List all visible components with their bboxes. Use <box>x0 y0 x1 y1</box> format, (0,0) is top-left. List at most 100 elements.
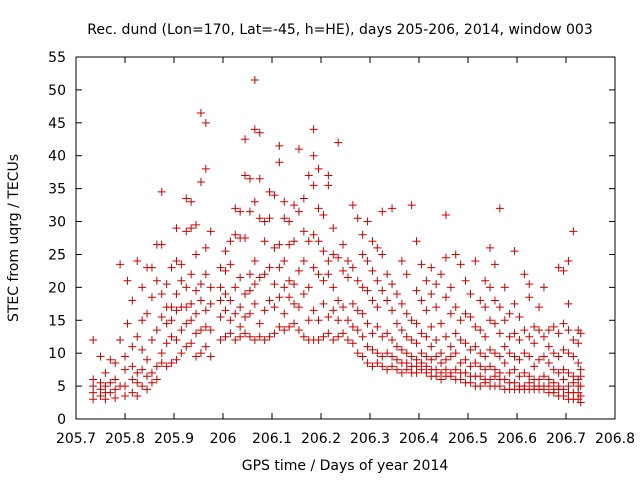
data-point-marker <box>392 342 401 351</box>
data-point-marker <box>294 266 303 275</box>
data-point-marker <box>373 359 382 368</box>
data-point-marker <box>343 336 352 345</box>
data-point-marker <box>280 197 289 206</box>
data-point-marker <box>368 266 377 275</box>
data-point-marker <box>329 306 338 315</box>
data-point-marker <box>402 349 411 358</box>
data-point-marker <box>530 322 539 331</box>
data-point-marker <box>368 362 377 371</box>
data-point-marker <box>437 270 446 279</box>
data-point-marker <box>172 257 181 266</box>
data-point-marker <box>270 243 279 252</box>
data-point-marker <box>187 299 196 308</box>
data-point-marker <box>451 303 460 312</box>
data-point-marker <box>226 316 235 325</box>
data-point-marker <box>255 128 264 137</box>
data-point-marker <box>520 270 529 279</box>
data-point-marker <box>236 273 245 282</box>
data-point-marker <box>324 257 333 266</box>
data-point-marker <box>525 332 534 341</box>
data-point-marker <box>299 194 308 203</box>
data-point-marker <box>280 309 289 318</box>
data-point-marker <box>111 359 120 368</box>
data-point-marker <box>319 247 328 256</box>
data-point-marker <box>329 283 338 292</box>
data-point-marker <box>89 375 98 384</box>
data-point-marker <box>486 345 495 354</box>
data-point-marker <box>111 375 120 384</box>
data-point-marker <box>196 349 205 358</box>
data-point-marker <box>456 336 465 345</box>
y-tick-label: 30 <box>48 215 66 231</box>
data-point-marker <box>167 303 176 312</box>
data-point-marker <box>260 270 269 279</box>
data-point-marker <box>270 329 279 338</box>
data-point-marker <box>147 263 156 272</box>
data-point-marker <box>147 378 156 387</box>
data-point-marker <box>574 339 583 348</box>
x-tick-label: 205.9 <box>154 431 194 447</box>
data-point-marker <box>275 322 284 331</box>
data-point-marker <box>152 276 161 285</box>
data-point-marker <box>495 352 504 361</box>
data-point-marker <box>353 306 362 315</box>
data-point-marker <box>128 388 137 397</box>
data-point-marker <box>250 76 259 85</box>
data-point-marker <box>486 316 495 325</box>
data-point-marker <box>162 280 171 289</box>
plot-area <box>75 56 616 420</box>
data-point-marker <box>510 378 519 387</box>
data-point-marker <box>201 118 210 127</box>
data-point-marker <box>461 339 470 348</box>
data-point-marker <box>476 362 485 371</box>
y-tick-label: 40 <box>48 149 66 165</box>
data-point-marker <box>554 263 563 272</box>
data-point-marker <box>417 349 426 358</box>
data-point-marker <box>250 280 259 289</box>
data-point-marker <box>294 303 303 312</box>
data-point-marker <box>147 336 156 345</box>
data-point-marker <box>373 303 382 312</box>
data-point-marker <box>172 336 181 345</box>
data-point-marker <box>226 296 235 305</box>
data-point-marker <box>304 316 313 325</box>
data-point-marker <box>290 299 299 308</box>
data-point-marker <box>505 332 514 341</box>
data-point-marker <box>358 352 367 361</box>
data-point-marker <box>456 260 465 269</box>
data-point-marker <box>348 263 357 272</box>
data-point-marker <box>143 372 152 381</box>
data-point-marker <box>515 355 524 364</box>
data-point-marker <box>437 368 446 377</box>
data-point-marker <box>535 375 544 384</box>
x-axis: 205.7 205.8 205.9 206 206.1 206.2 206.3 206.4 20… <box>56 57 635 447</box>
data-point-marker <box>270 280 279 289</box>
data-point-marker <box>152 326 161 335</box>
x-tick-label: 206.3 <box>350 431 390 447</box>
data-point-marker <box>466 312 475 321</box>
data-point-marker <box>539 332 548 341</box>
data-point-marker <box>490 260 499 269</box>
data-point-marker <box>368 296 377 305</box>
data-point-marker <box>559 319 568 328</box>
y-tick-label: 10 <box>48 346 66 362</box>
data-point-marker <box>162 319 171 328</box>
data-point-marker <box>172 306 181 315</box>
data-point-marker <box>417 329 426 338</box>
data-point-marker <box>324 270 333 279</box>
data-point-marker <box>221 332 230 341</box>
data-point-marker <box>255 273 264 282</box>
data-point-marker <box>481 352 490 361</box>
data-point-marker <box>157 359 166 368</box>
data-point-marker <box>275 293 284 302</box>
data-point-marker <box>388 362 397 371</box>
data-point-marker <box>250 336 259 345</box>
data-point-marker <box>216 336 225 345</box>
plot-frame <box>75 56 616 420</box>
x-tick-label: 206 <box>210 431 237 447</box>
data-point-marker <box>182 194 191 203</box>
data-point-marker <box>476 372 485 381</box>
data-point-marker <box>138 382 147 391</box>
data-point-marker <box>196 178 205 187</box>
data-point-marker <box>221 289 230 298</box>
